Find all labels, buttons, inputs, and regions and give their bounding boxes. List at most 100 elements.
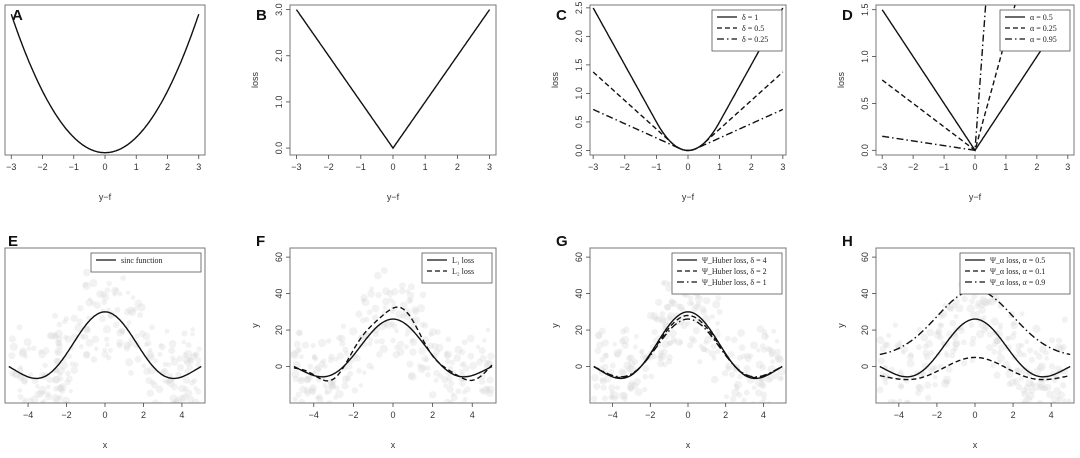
scatter-point <box>446 375 453 382</box>
scatter-point <box>98 315 106 323</box>
scatter-point <box>664 303 672 311</box>
scatter-point <box>1030 382 1035 388</box>
scatter-point <box>418 347 426 355</box>
scatter-point <box>737 329 745 337</box>
scatter-point <box>758 381 766 389</box>
scatter-point <box>898 384 905 390</box>
x-axis-label: x <box>391 440 396 450</box>
scatter-point <box>650 312 659 321</box>
scatter-point <box>398 287 406 295</box>
scatter-point <box>632 344 638 350</box>
scatter-point <box>184 359 191 366</box>
panel-A: −3 −2 −1 0 1 2 3 y−f A <box>4 4 206 202</box>
x-tick-label: 0 <box>102 410 107 420</box>
scatter-point <box>301 341 310 349</box>
scatter-point <box>76 318 84 326</box>
scatter-point <box>595 332 603 339</box>
scatter-point <box>149 379 156 386</box>
scatter-point <box>26 346 32 351</box>
scatter-point <box>969 357 976 364</box>
scatter-point <box>1055 337 1063 344</box>
scatter-point <box>448 399 455 403</box>
scatter-point <box>328 383 336 390</box>
scatter-point <box>339 340 346 347</box>
legend: δ = 1 δ = 0.5 δ = 0.25 <box>711 9 783 52</box>
x-tick-label: −2 <box>37 162 47 172</box>
scatter-point <box>187 396 195 403</box>
scatter-point <box>342 346 349 353</box>
scatter-point <box>143 367 151 375</box>
scatter-point <box>724 335 731 342</box>
scatter-point <box>53 357 61 365</box>
scatter-point <box>658 349 664 355</box>
scatter-point <box>932 382 938 388</box>
panel-letter: C <box>556 7 567 24</box>
scatter-point <box>23 338 32 347</box>
scatter-point <box>879 370 885 376</box>
scatter-point <box>879 345 887 353</box>
x-tick-label: 1 <box>1003 162 1008 172</box>
scatter-point <box>174 397 183 403</box>
y-tick-label: 0 <box>574 364 584 369</box>
scatter-point <box>948 305 955 312</box>
scatter-point <box>371 314 379 321</box>
scatter-point <box>433 377 439 383</box>
scatter-point <box>883 341 891 349</box>
scatter-point <box>367 289 375 298</box>
scatter-point <box>648 373 655 380</box>
series-line-3 <box>882 5 987 152</box>
scatter-point <box>425 365 431 371</box>
scatter-point <box>608 394 615 401</box>
scatter-point <box>628 360 636 368</box>
scatter-point <box>399 282 406 289</box>
scatter-point <box>970 335 977 342</box>
scatter-point <box>409 338 418 347</box>
scatter-point <box>295 391 302 398</box>
scatter-point <box>639 349 644 355</box>
x-tick-label: 2 <box>430 410 435 420</box>
scatter-point <box>74 323 83 333</box>
scatter-point <box>906 409 913 416</box>
scatter-point <box>461 339 468 346</box>
scatter-point <box>443 350 449 356</box>
scatter-point <box>1039 385 1046 392</box>
scatter-point <box>170 358 179 366</box>
scatter-point <box>296 330 303 336</box>
scatter-point <box>374 271 382 280</box>
scatter-point <box>46 332 54 339</box>
scatter-point <box>484 359 493 368</box>
scatter-point <box>343 350 349 357</box>
scatter-point <box>715 320 720 326</box>
scatter-point <box>82 268 91 277</box>
scatter-point <box>759 343 766 350</box>
scatter-point <box>731 388 740 397</box>
scatter-point <box>34 390 42 398</box>
scatter-point <box>118 327 126 335</box>
scatter-point <box>114 306 121 313</box>
scatter-point <box>325 338 332 344</box>
y-tick-label: 60 <box>274 252 284 262</box>
scatter-point <box>1005 370 1014 379</box>
scatter-point <box>943 350 949 356</box>
panel-letter: F <box>256 233 265 250</box>
scatter-point <box>145 377 153 385</box>
scatter-point <box>626 354 633 362</box>
scatter-point <box>111 286 120 295</box>
scatter-point <box>358 383 364 388</box>
scatter-point <box>65 375 73 383</box>
scatter-point <box>90 300 96 306</box>
scatter-point <box>680 307 686 313</box>
scatter-point <box>779 376 784 381</box>
scatter-point <box>364 316 370 323</box>
scatter-point <box>897 382 904 389</box>
scatter-point <box>466 334 475 343</box>
y-tick-label: 2.0 <box>274 50 284 63</box>
scatter-point <box>1032 382 1041 391</box>
y-tick-label: 1.5 <box>574 59 584 72</box>
scatter-point <box>375 291 382 299</box>
scatter-point <box>440 401 445 403</box>
x-axis-label: y−f <box>387 192 400 202</box>
scatter-point <box>955 304 964 313</box>
scatter-point <box>1014 367 1021 374</box>
scatter-point <box>1044 356 1050 361</box>
